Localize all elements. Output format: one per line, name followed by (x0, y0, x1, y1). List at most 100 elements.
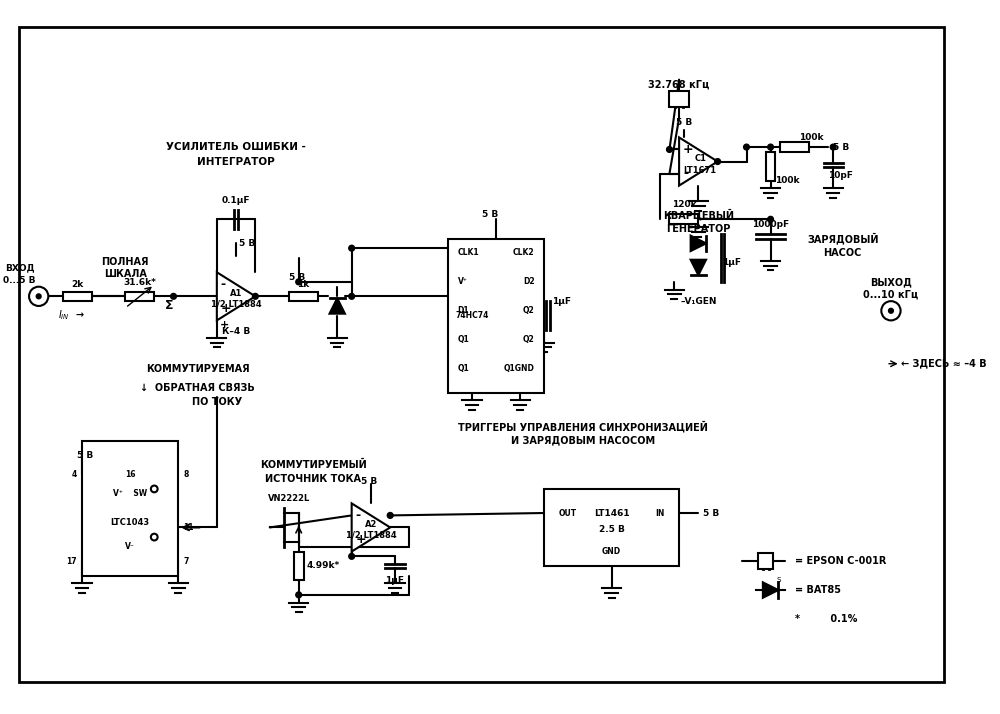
Text: D1: D1 (458, 306, 469, 316)
Circle shape (881, 301, 901, 321)
Text: 100k: 100k (799, 133, 824, 142)
Circle shape (296, 592, 302, 598)
Text: 10pF: 10pF (828, 171, 853, 181)
Text: 5 В: 5 В (77, 451, 93, 460)
Text: Q1GND: Q1GND (504, 364, 535, 373)
Text: ВХОД: ВХОД (5, 263, 34, 272)
Text: A1: A1 (230, 289, 242, 298)
Circle shape (889, 308, 893, 313)
Text: OUT: OUT (559, 508, 577, 518)
Bar (780, 142, 809, 152)
Text: 74HC74: 74HC74 (455, 311, 489, 320)
Circle shape (252, 293, 258, 299)
Text: 1/2 LT1884: 1/2 LT1884 (211, 300, 261, 308)
Bar (289, 291, 318, 301)
Text: V⁺    SW: V⁺ SW (113, 489, 147, 498)
Text: 4: 4 (72, 470, 77, 479)
Text: 16: 16 (125, 470, 135, 479)
Circle shape (171, 293, 176, 299)
Text: ПОЛНАЯ: ПОЛНАЯ (102, 258, 149, 268)
Text: 32.768 кГц: 32.768 кГц (648, 79, 710, 89)
Bar (125, 291, 154, 301)
Text: 1/2 LT1884: 1/2 LT1884 (346, 531, 396, 540)
Text: 1μF: 1μF (552, 296, 571, 306)
Circle shape (744, 144, 749, 150)
Text: +: + (220, 320, 229, 330)
Text: 11: 11 (183, 523, 194, 532)
Polygon shape (691, 260, 706, 275)
Text: ТРИГГЕРЫ УПРАВЛЕНИЯ СИНХРОНИЗАЦИЕЙ: ТРИГГЕРЫ УПРАВЛЕНИЯ СИНХРОНИЗАЦИЕЙ (458, 421, 708, 432)
Bar (758, 553, 773, 569)
Text: 4.99k*: 4.99k* (306, 561, 340, 570)
Text: 5 В: 5 В (833, 143, 849, 151)
Text: 5 В: 5 В (239, 239, 255, 248)
Text: +: + (683, 143, 694, 156)
Text: -: - (221, 278, 226, 291)
Text: LTC1043: LTC1043 (111, 518, 150, 527)
Text: 31.6k*: 31.6k* (123, 278, 156, 287)
Text: V⁻: V⁻ (125, 542, 135, 551)
Text: ИНТЕГРАТОР: ИНТЕГРАТОР (197, 156, 275, 166)
Text: -: - (683, 167, 688, 180)
Text: Σ: Σ (164, 299, 173, 313)
Polygon shape (763, 583, 778, 598)
Text: Q2: Q2 (523, 335, 535, 344)
Bar (669, 214, 698, 224)
Polygon shape (217, 272, 255, 321)
Text: КВАРЦЕВЫЙ: КВАРЦЕВЫЙ (663, 208, 734, 220)
Polygon shape (352, 503, 390, 551)
Text: CLK1: CLK1 (458, 248, 479, 258)
Text: 5 В: 5 В (361, 477, 378, 486)
Text: $I_{IN}$  →: $I_{IN}$ → (58, 308, 85, 322)
Bar (294, 551, 304, 580)
Bar (448, 238, 544, 393)
Text: 0...5 В: 0...5 В (3, 276, 36, 285)
Text: 1k: 1k (297, 280, 310, 288)
Circle shape (387, 513, 393, 518)
Text: Q̄1: Q̄1 (458, 364, 469, 373)
Text: 5 В: 5 В (289, 273, 305, 282)
Text: 100k: 100k (775, 176, 800, 185)
Text: +: + (221, 302, 231, 315)
Text: A2: A2 (365, 520, 377, 529)
Text: ГЕНЕРАТОР: ГЕНЕРАТОР (666, 224, 731, 234)
Bar (544, 489, 679, 566)
Circle shape (830, 144, 836, 150)
Text: 0.1μF: 0.1μF (222, 196, 250, 205)
Text: 5 В: 5 В (676, 119, 692, 128)
Circle shape (349, 553, 355, 559)
Text: = EPSON C-001R: = EPSON C-001R (795, 556, 886, 566)
Bar (669, 91, 689, 106)
Text: IN: IN (655, 508, 665, 518)
Text: Q1: Q1 (458, 335, 469, 344)
Text: +: + (356, 533, 366, 546)
Text: ШКАЛА: ШКАЛА (104, 269, 147, 279)
Text: 1μF: 1μF (386, 576, 405, 585)
Text: 7: 7 (183, 557, 189, 565)
Text: Q̄2: Q̄2 (523, 306, 535, 316)
Text: ← ЗДЕСЬ ≈ –4 В: ← ЗДЕСЬ ≈ –4 В (901, 358, 986, 368)
Text: 120k: 120k (672, 201, 696, 209)
Text: *         0.1%: * 0.1% (795, 614, 857, 624)
Text: C1: C1 (694, 154, 706, 163)
Polygon shape (691, 236, 706, 251)
Circle shape (667, 146, 672, 152)
Polygon shape (679, 137, 718, 186)
Text: 0...10 кГц: 0...10 кГц (863, 289, 919, 299)
Circle shape (29, 287, 48, 306)
Text: 1μF: 1μF (722, 258, 741, 267)
Text: НАСОС: НАСОС (824, 248, 862, 258)
Circle shape (349, 293, 355, 299)
Text: 5 В: 5 В (703, 508, 719, 518)
Text: КОММУТИРУЕМЫЙ: КОММУТИРУЕМЫЙ (260, 460, 367, 470)
Text: –V₁GEN: –V₁GEN (680, 296, 717, 306)
Bar (766, 152, 775, 181)
Text: LT1461: LT1461 (594, 508, 629, 518)
Text: ВЫХОД: ВЫХОД (870, 277, 912, 287)
Text: ИСТОЧНИК ТОКА: ИСТОЧНИК ТОКА (265, 474, 361, 484)
Text: ЗАРЯДОВЫЙ: ЗАРЯДОВЫЙ (807, 233, 879, 244)
Polygon shape (330, 298, 345, 313)
Text: ПО ТОКУ: ПО ТОКУ (192, 397, 242, 407)
Text: 5 В: 5 В (482, 210, 498, 219)
Circle shape (296, 279, 302, 285)
